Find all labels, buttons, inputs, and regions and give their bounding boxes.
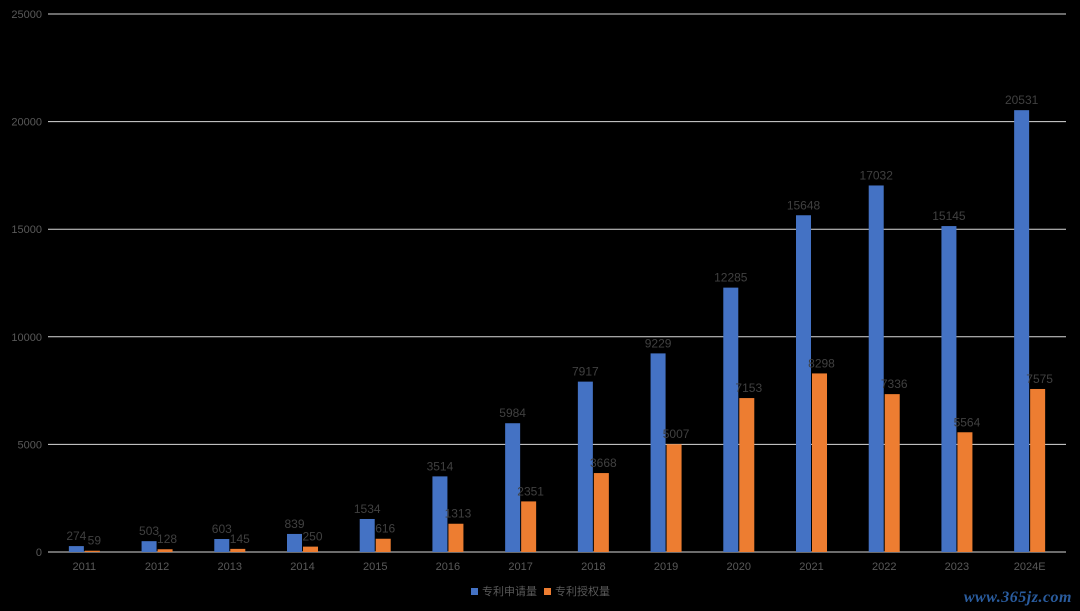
y-tick-label: 25000 (11, 9, 42, 21)
legend-label-applications: 专利申请量 (482, 584, 537, 598)
data-label-grants-2016: 1313 (445, 507, 472, 521)
bar-grants-2021 (812, 373, 827, 552)
x-tick-label: 2015 (363, 561, 387, 573)
x-tick-label: 2012 (145, 561, 169, 573)
x-tick-label: 2024E (1014, 561, 1046, 573)
x-tick-label: 2017 (508, 561, 532, 573)
bar-grants-2014 (303, 546, 318, 552)
bar-grants-2024E (1030, 388, 1046, 552)
data-label-grants-2020: 7153 (735, 381, 762, 395)
data-label-grants-2013: 145 (230, 532, 250, 546)
y-axis-tick-labels: 0 5000 10000 15000 20000 25000 (11, 9, 42, 559)
data-label-grants-2012: 128 (157, 532, 177, 546)
bar-applications-2018 (577, 381, 593, 552)
bar-applications-2023 (941, 226, 957, 553)
x-tick-label: 2021 (799, 561, 823, 573)
x-tick-label: 2011 (73, 561, 97, 573)
bar-applications-2017 (505, 423, 521, 552)
y-tick-label: 20000 (11, 117, 42, 129)
data-label-grants-2014: 250 (302, 530, 322, 544)
data-label-applications-2024E: 20531 (1005, 93, 1039, 107)
bar-grants-2019 (666, 444, 682, 552)
y-tick-label: 0 (36, 547, 42, 559)
data-label-grants-2022: 7336 (881, 377, 908, 391)
data-label-grants-2015: 616 (375, 522, 395, 536)
bar-applications-2019 (650, 353, 666, 552)
data-label-applications-2018: 7917 (572, 365, 599, 379)
x-tick-label: 2016 (436, 561, 460, 573)
data-label-applications-2011: 274 (66, 529, 86, 543)
bar-grants-2020 (739, 398, 755, 552)
x-tick-label: 2020 (727, 561, 751, 573)
legend-swatch-applications (471, 588, 478, 595)
bar-grants-2011 (84, 550, 100, 552)
x-tick-label: 2023 (945, 561, 969, 573)
data-label-grants-2018: 3668 (590, 456, 617, 470)
bar-applications-2012 (141, 541, 157, 552)
data-label-applications-2022: 17032 (860, 168, 894, 182)
bar-applications-2016 (432, 476, 448, 552)
bar-grants-2023 (957, 432, 973, 552)
bar-applications-2024E (1014, 110, 1030, 552)
bar-grants-2013 (230, 548, 246, 552)
x-tick-label: 2018 (581, 561, 605, 573)
data-label-applications-2015: 1534 (354, 502, 381, 516)
y-tick-label: 10000 (11, 332, 42, 344)
gridlines (48, 13, 1066, 553)
y-tick-label: 5000 (18, 439, 42, 451)
data-label-applications-2021: 15648 (787, 198, 821, 212)
legend: 专利申请量 专利授权量 (471, 584, 610, 598)
data-label-grants-2021: 8298 (808, 356, 835, 370)
y-tick-label: 15000 (11, 224, 42, 236)
bar-applications-2021 (796, 215, 811, 552)
data-label-applications-2016: 3514 (427, 459, 454, 473)
data-label-applications-2019: 9229 (645, 336, 672, 350)
bar-applications-2015 (359, 518, 375, 552)
x-tick-label: 2022 (872, 561, 896, 573)
data-label-grants-2017: 2351 (517, 484, 544, 498)
watermark-text: www.365jz.com (963, 589, 1072, 606)
data-label-applications-2017: 5984 (499, 406, 526, 420)
bar-grants-2015 (375, 538, 391, 552)
bar-grants-2022 (884, 394, 900, 552)
data-label-grants-2023: 5564 (954, 415, 981, 429)
bar-applications-2022 (868, 185, 884, 552)
data-label-grants-2011: 59 (88, 534, 102, 548)
x-axis-tick-labels: 2011 2012 2013 2014 2015 2016 2017 2018 2019 2020… (73, 561, 1046, 573)
bar-applications-2013 (214, 539, 230, 552)
x-tick-label: 2013 (218, 561, 242, 573)
bar-grants-2016 (448, 523, 464, 552)
bar-applications-2020 (723, 287, 739, 552)
legend-swatch-grants (544, 588, 551, 595)
legend-label-grants: 专利授权量 (555, 584, 610, 598)
data-label-grants-2024E: 7575 (1026, 372, 1053, 386)
data-label-applications-2020: 12285 (714, 271, 748, 285)
data-label-applications-2023: 15145 (932, 209, 966, 223)
bar-applications-2011 (68, 546, 84, 552)
bar-grants-2018 (593, 473, 609, 552)
data-label-applications-2013: 603 (212, 522, 232, 536)
x-tick-label: 2014 (290, 561, 314, 573)
x-tick-label: 2019 (654, 561, 678, 573)
bars (68, 110, 1046, 553)
data-label-grants-2019: 5007 (663, 427, 690, 441)
bar-applications-2014 (287, 533, 302, 552)
data-label-applications-2012: 503 (139, 524, 159, 538)
bar-grants-2017 (521, 501, 537, 552)
data-label-applications-2014: 839 (284, 517, 304, 531)
bar-grants-2012 (157, 549, 173, 552)
